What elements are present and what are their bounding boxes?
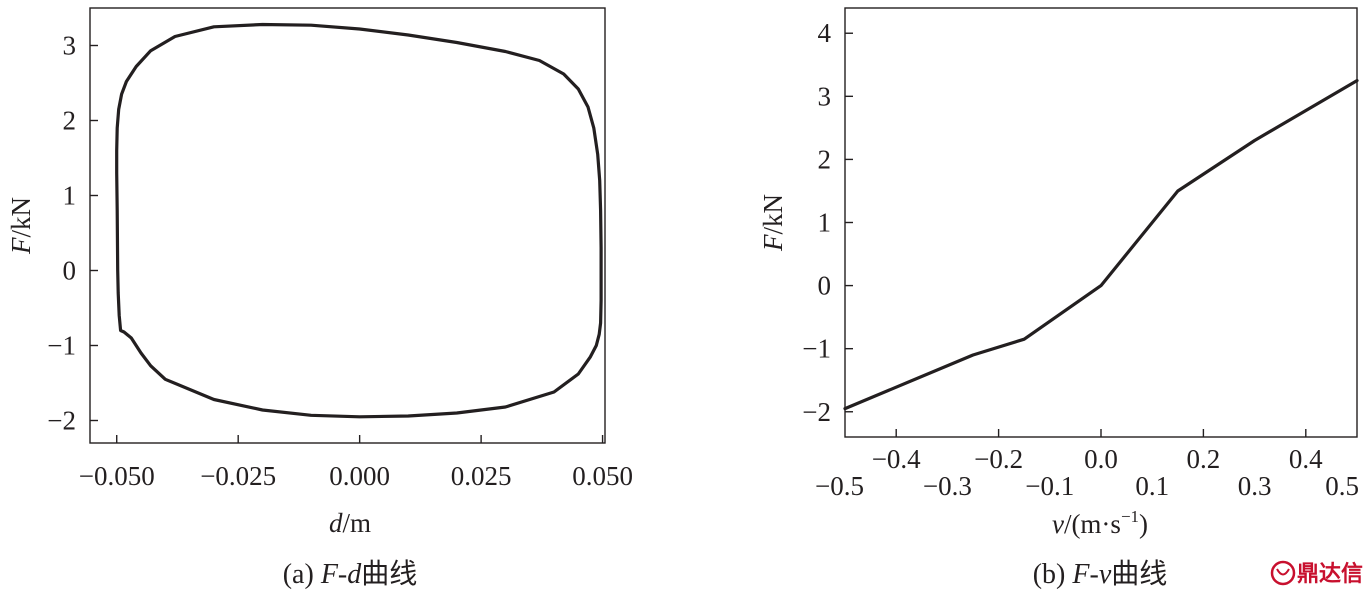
- x-tick-label: 0.2: [1187, 444, 1221, 474]
- y-tick-label: 4: [818, 18, 832, 48]
- y-tick-label: 3: [63, 31, 77, 61]
- x-axis-label: d/m: [329, 508, 371, 538]
- y-tick-label: 3: [818, 81, 832, 111]
- x-tick-label-lower: 0.5: [1325, 471, 1359, 501]
- x-axis-label: v/(m·s−1): [1052, 507, 1148, 539]
- plot-frame: [89, 7, 606, 444]
- x-tick-label-lower: −0.3: [923, 471, 972, 501]
- y-tick-label: 0: [818, 271, 832, 301]
- x-tick-label-lower: −0.1: [1025, 471, 1074, 501]
- figure-caption: (b) F-v曲线: [1033, 558, 1168, 590]
- watermark-logo-icon: [1270, 560, 1296, 586]
- x-tick-label: −0.4: [872, 444, 921, 474]
- watermark-logo-mark: [1276, 568, 1290, 576]
- y-tick-label: 1: [818, 208, 832, 238]
- x-tick-label: −0.2: [974, 444, 1023, 474]
- y-tick-label: −1: [802, 334, 831, 364]
- x-tick-label: −0.050: [79, 461, 155, 491]
- x-tick-label-lower: 0.3: [1238, 471, 1272, 501]
- y-tick-label: −2: [47, 406, 76, 436]
- y-tick-label: 2: [818, 144, 832, 174]
- chart-force-displacement: −2 −1 0 1 2 3 −0.050 −0.025 0.000 0.025 0.050 F/kN d…: [6, 7, 633, 590]
- watermark: 鼎达信: [1270, 560, 1363, 587]
- figure-caption: (a) F-d曲线: [283, 558, 418, 590]
- y-tick-label: 0: [63, 256, 77, 286]
- chart-force-velocity: −2 −1 0 1 2 3 4 −0.4 −0.2 0.0 0.2 0.4 −0.5 −0.3 −0.1 0.…: [758, 7, 1359, 590]
- x-tick-label: 0.050: [572, 461, 633, 491]
- x-tick-label-lower: 0.1: [1135, 471, 1169, 501]
- watermark-text: 鼎达信: [1297, 561, 1363, 587]
- plot-frame: [844, 7, 1358, 438]
- y-tick-label: 1: [63, 181, 77, 211]
- y-tick-label: −2: [802, 397, 831, 427]
- y-axis-label: F/kN: [6, 197, 36, 255]
- series-line: [843, 79, 1359, 411]
- y-tick-label: −1: [47, 331, 76, 361]
- y-axis-label: F/kN: [758, 194, 788, 252]
- x-tick-label-lower: −0.5: [815, 471, 864, 501]
- x-tick-label: 0.4: [1289, 444, 1323, 474]
- x-tick-label: 0.0: [1084, 444, 1118, 474]
- series-line: [115, 22, 603, 419]
- x-tick-label: 0.000: [329, 461, 390, 491]
- x-tick-label: −0.025: [200, 461, 276, 491]
- y-tick-label: 2: [63, 106, 77, 136]
- x-tick-label: 0.025: [451, 461, 512, 491]
